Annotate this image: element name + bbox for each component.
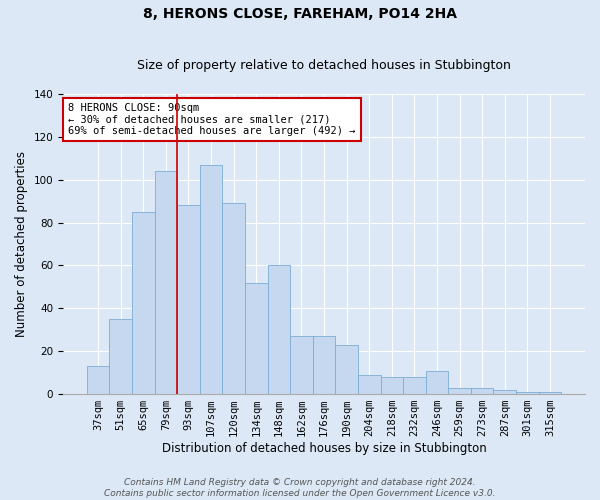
Bar — [380, 377, 403, 394]
Bar — [403, 377, 425, 394]
Text: Contains HM Land Registry data © Crown copyright and database right 2024.
Contai: Contains HM Land Registry data © Crown c… — [104, 478, 496, 498]
Bar — [177, 206, 200, 394]
Bar — [313, 336, 335, 394]
Bar — [155, 171, 177, 394]
Bar — [245, 282, 268, 394]
X-axis label: Distribution of detached houses by size in Stubbington: Distribution of detached houses by size … — [161, 442, 487, 455]
Bar — [471, 388, 493, 394]
Bar — [425, 370, 448, 394]
Bar — [448, 388, 471, 394]
Bar — [358, 375, 380, 394]
Bar — [223, 204, 245, 394]
Bar — [290, 336, 313, 394]
Title: Size of property relative to detached houses in Stubbington: Size of property relative to detached ho… — [137, 59, 511, 72]
Bar — [109, 319, 132, 394]
Bar — [200, 164, 223, 394]
Text: 8, HERONS CLOSE, FAREHAM, PO14 2HA: 8, HERONS CLOSE, FAREHAM, PO14 2HA — [143, 8, 457, 22]
Bar — [132, 212, 155, 394]
Bar — [268, 266, 290, 394]
Bar — [539, 392, 561, 394]
Text: 8 HERONS CLOSE: 90sqm
← 30% of detached houses are smaller (217)
69% of semi-det: 8 HERONS CLOSE: 90sqm ← 30% of detached … — [68, 103, 356, 136]
Bar — [493, 390, 516, 394]
Y-axis label: Number of detached properties: Number of detached properties — [15, 151, 28, 337]
Bar — [335, 345, 358, 394]
Bar — [87, 366, 109, 394]
Bar — [516, 392, 539, 394]
